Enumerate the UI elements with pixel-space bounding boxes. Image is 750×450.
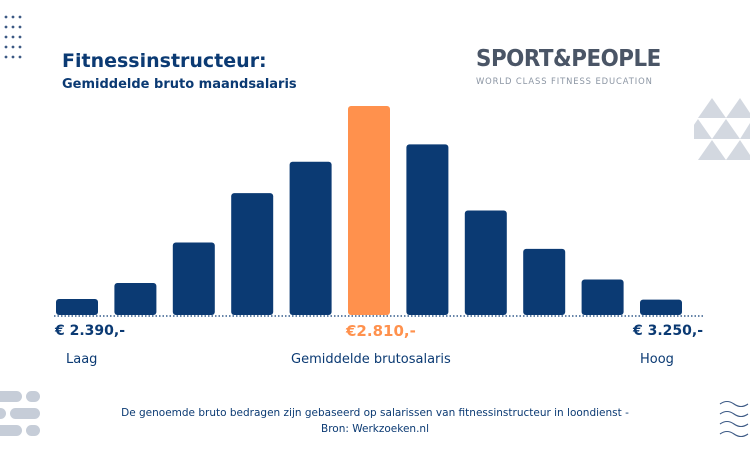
bar-9 <box>523 248 566 315</box>
chart-title: Fitnessinstructeur: <box>62 50 267 72</box>
bar-10 <box>581 279 624 315</box>
bar-7 <box>406 144 449 315</box>
low-label: Laag <box>66 352 98 367</box>
chart-subtitle: Gemiddelde bruto maandsalaris <box>62 77 297 92</box>
bar-11 <box>640 299 682 315</box>
bar-1 <box>56 298 98 315</box>
pill-shapes-decoration <box>0 391 40 436</box>
logo-tagline: WORLD CLASS FITNESS EDUCATION <box>476 76 653 86</box>
bar-4 <box>231 193 274 315</box>
bar-8 <box>464 210 507 315</box>
footer-note: De genoemde bruto bedragen zijn gebaseer… <box>121 407 629 419</box>
high-salary-value: € 3.250,- <box>633 323 704 339</box>
bar-2 <box>114 282 157 315</box>
high-label: Hoog <box>640 352 674 367</box>
average-label: Gemiddelde brutosalaris <box>291 352 451 367</box>
footer-source: Bron: Werkzoeken.nl <box>321 423 429 435</box>
triangle-pattern-decoration <box>694 98 750 160</box>
bar-average <box>348 106 390 315</box>
average-salary-value: €2.810,- <box>346 322 416 340</box>
logo-wordmark: SPORT&PEOPLE <box>476 46 661 72</box>
low-salary-value: € 2.390,- <box>55 323 126 339</box>
sport-people-logo: SPORT&PEOPLE WORLD CLASS FITNESS EDUCATI… <box>476 46 662 90</box>
dot-grid-decoration <box>4 15 22 59</box>
bar-3 <box>172 242 215 315</box>
wave-lines-decoration <box>719 400 749 438</box>
bar-5 <box>289 161 332 315</box>
